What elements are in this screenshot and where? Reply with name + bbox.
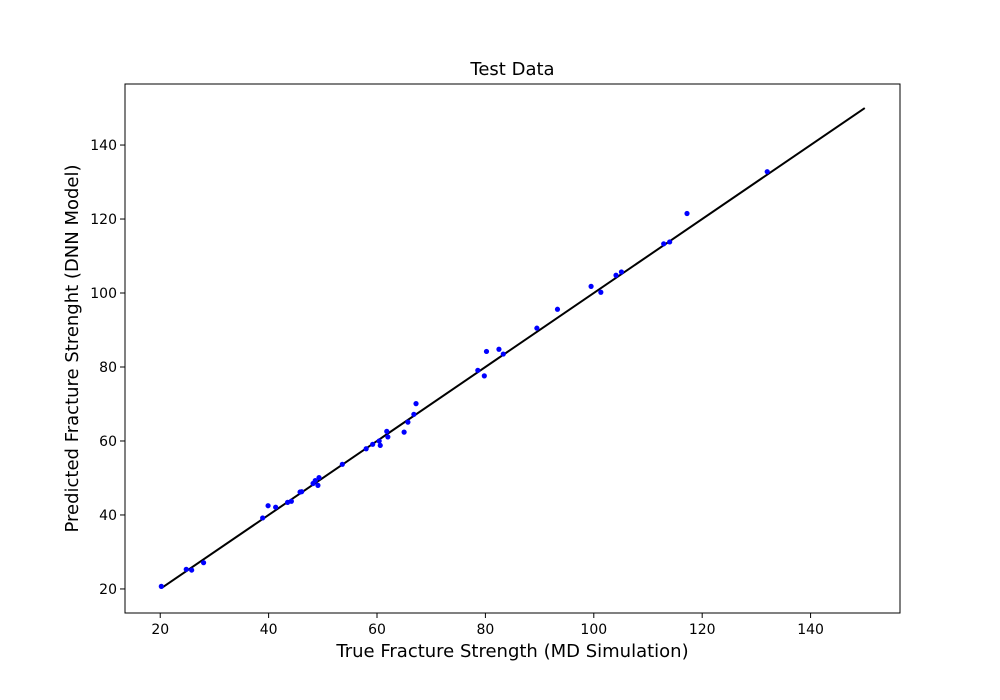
x-tick-label: 100 [580, 622, 607, 638]
axes-frame [124, 83, 901, 614]
data-point [299, 489, 305, 495]
data-point [413, 401, 419, 407]
data-point [200, 560, 207, 566]
data-point [496, 346, 502, 352]
data-point [401, 429, 407, 435]
data-point [370, 441, 376, 447]
data-point [534, 325, 540, 331]
data-point [288, 498, 294, 504]
x-tick-label: 20 [151, 622, 169, 638]
y-tick-label: 120 [90, 212, 117, 228]
data-point [385, 434, 391, 440]
x-tick-label: 140 [797, 622, 824, 638]
y-tick-label: 40 [99, 508, 117, 524]
data-point [483, 348, 490, 355]
x-axis-label: True Fracture Strength (MD Simulation) [335, 641, 688, 662]
y-tick-label: 80 [99, 360, 117, 376]
data-point [481, 373, 487, 379]
data-point [273, 504, 279, 510]
data-point [265, 503, 271, 509]
x-tick-label: 80 [476, 622, 494, 638]
data-point [377, 442, 383, 449]
y-tick-label: 100 [90, 286, 117, 302]
data-point [613, 272, 619, 278]
x-tick-label: 60 [368, 622, 386, 638]
data-point [183, 566, 189, 572]
data-point [661, 241, 667, 247]
data-point [618, 269, 625, 275]
data-point [158, 583, 164, 589]
data-point [312, 477, 318, 484]
data-point [588, 283, 594, 289]
data-point [500, 351, 506, 357]
data-point [189, 567, 195, 573]
data-point [260, 515, 266, 521]
data-point [411, 411, 417, 417]
identity-line [160, 107, 866, 590]
data-point [315, 482, 321, 488]
data-point [475, 367, 481, 373]
data-point [598, 289, 604, 295]
x-tick-label: 120 [689, 622, 716, 638]
y-tick-label: 60 [99, 434, 117, 450]
data-point [384, 428, 390, 434]
data-point [684, 210, 690, 217]
y-tick-label: 20 [99, 582, 117, 598]
data-point [554, 306, 561, 312]
chart-title: Test Data [469, 59, 554, 80]
data-point [405, 419, 411, 425]
y-axis-label: Predicted Fracture Strenght (DNN Model) [62, 164, 83, 532]
plot-area: 20 40 60 80 100 120 140 20 40 60 80 100 120 140 [90, 107, 866, 638]
data-point [339, 461, 345, 467]
x-tick-label: 40 [260, 622, 278, 638]
data-point [376, 438, 382, 444]
data-point [764, 169, 770, 175]
data-point [316, 475, 322, 481]
data-point [363, 446, 369, 452]
y-tick-label: 140 [90, 138, 117, 154]
data-point [667, 239, 673, 245]
